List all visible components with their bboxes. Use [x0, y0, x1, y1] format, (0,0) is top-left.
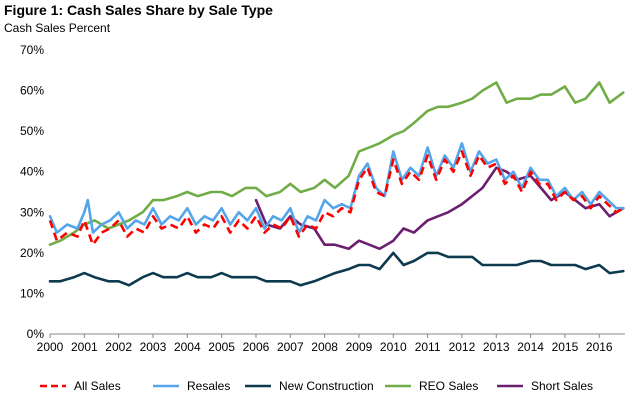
x-tick-label: 2006 [243, 340, 270, 354]
x-tick-label: 2007 [277, 340, 304, 354]
y-axis-label: Cash Sales Percent [4, 21, 111, 35]
axes: 0% 10% 20% 30% 40% 50% 60% 70% 2000 2001 2002 2003 2… [20, 43, 625, 354]
series-line-reo-sales [48, 81, 625, 246]
x-tick-label: 2010 [380, 340, 407, 354]
x-tick-label: 2002 [105, 340, 132, 354]
x-tick-label: 2005 [208, 340, 235, 354]
series-line-all-sales [48, 150, 624, 246]
y-tick-label: 30% [20, 205, 44, 219]
legend-label-new-construction: New Construction [279, 379, 374, 393]
x-tick-label: 2000 [37, 340, 64, 354]
x-tick-label: 2004 [174, 340, 201, 354]
y-tick-label: 60% [20, 84, 44, 98]
chart-title: Figure 1: Cash Sales Share by Sale Type [4, 2, 273, 18]
y-tick-label: 70% [20, 43, 44, 57]
y-tick-label: 40% [20, 165, 44, 179]
x-tick-label: 2016 [586, 340, 613, 354]
y-tick-label: 10% [20, 286, 44, 300]
series-line-short-sales [254, 166, 625, 251]
legend-label-reo-sales: REO Sales [419, 379, 478, 393]
x-tick-label: 2009 [346, 340, 373, 354]
x-tick-label: 2011 [415, 340, 441, 354]
series-line-new-construction [48, 251, 625, 287]
x-tick-label: 2003 [140, 340, 167, 354]
legend-label-resales: Resales [187, 379, 230, 393]
y-tick-label: 20% [20, 246, 44, 260]
x-tick-label: 2012 [449, 340, 476, 354]
legend-label-short-sales: Short Sales [531, 379, 593, 393]
x-tick-label: 2014 [517, 340, 544, 354]
legend-label-all-sales: All Sales [74, 379, 121, 393]
legend: All Sales Resales New Construction REO Sale… [40, 379, 593, 393]
y-tick-label: 0% [27, 327, 45, 341]
x-tick-label: 2008 [311, 340, 338, 354]
x-tick-label: 2015 [552, 340, 579, 354]
series-lines [48, 81, 625, 287]
x-tick-label: 2001 [71, 340, 98, 354]
x-tick-label: 2013 [483, 340, 510, 354]
y-tick-label: 50% [20, 124, 44, 138]
series-line-resales [48, 142, 625, 234]
